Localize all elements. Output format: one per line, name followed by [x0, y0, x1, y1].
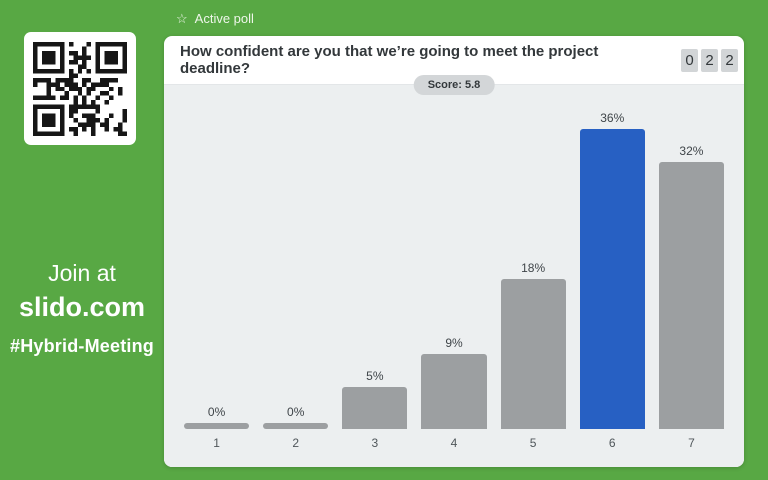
bar-column: 36% — [579, 111, 645, 429]
counter-digit: 0 — [681, 48, 698, 72]
join-at-text: Join at — [48, 260, 116, 286]
bar-column: 18% — [500, 261, 566, 429]
slido-url-text: slido.com — [18, 292, 146, 322]
star-icon: ☆ — [176, 10, 188, 26]
bar — [263, 423, 329, 429]
bar-value-label: 9% — [445, 336, 463, 350]
bar-column: 5% — [342, 369, 408, 429]
x-axis-label: 1 — [213, 436, 220, 450]
poll-question: How confident are you that we’re going t… — [180, 43, 599, 77]
bar-column: 0% — [184, 405, 250, 429]
bar-value-label: 18% — [521, 261, 546, 275]
bar — [500, 279, 566, 429]
counter-digit: 2 — [721, 48, 738, 72]
bar — [658, 162, 724, 429]
x-axis-label: 3 — [371, 436, 379, 450]
votes-counter: 0 2 2 — [681, 48, 738, 72]
qr-code — [24, 32, 136, 145]
score-badge: Score: 5.8 — [413, 75, 495, 95]
active-poll-label: Active poll — [194, 10, 254, 26]
bar-value-label: 32% — [679, 144, 704, 158]
bar-column: 32% — [658, 144, 724, 429]
qr-code-svg — [33, 41, 127, 136]
x-axis-label: 7 — [688, 436, 695, 450]
poll-header: How confident are you that we’re going t… — [164, 36, 744, 85]
bar — [421, 354, 487, 429]
bars-row: 0% 0% 5% 9% 18% 36% 32% — [184, 85, 724, 429]
bar — [184, 423, 250, 429]
bar-value-label: 5% — [366, 369, 384, 383]
bar-highlighted — [579, 129, 645, 429]
event-hashtag: #Hybrid-Meeting — [9, 336, 154, 356]
x-labels-row: 1 2 3 4 5 6 7 — [184, 429, 724, 450]
bar-value-label: 0% — [207, 405, 226, 419]
bar-value-label: 36% — [600, 111, 625, 125]
topbar: ☆ Active poll — [164, 0, 744, 36]
bar-column: 9% — [421, 336, 487, 429]
x-axis-label: 5 — [529, 436, 537, 450]
poll-results-chart: 0% 0% 5% 9% 18% 36% 32% 1 2 3 4 5 6 7 — [164, 85, 744, 467]
join-instructions: Join at slido.com #Hybrid-Meeting — [0, 260, 164, 356]
bar-column: 0% — [263, 405, 329, 429]
bar — [342, 387, 408, 429]
x-axis-label: 6 — [608, 436, 616, 450]
counter-digit: 2 — [701, 48, 718, 72]
x-axis-label: 4 — [450, 436, 458, 450]
bar-value-label: 0% — [287, 405, 305, 419]
x-axis-label: 2 — [292, 436, 300, 450]
poll-card: How confident are you that we’re going t… — [164, 36, 744, 467]
